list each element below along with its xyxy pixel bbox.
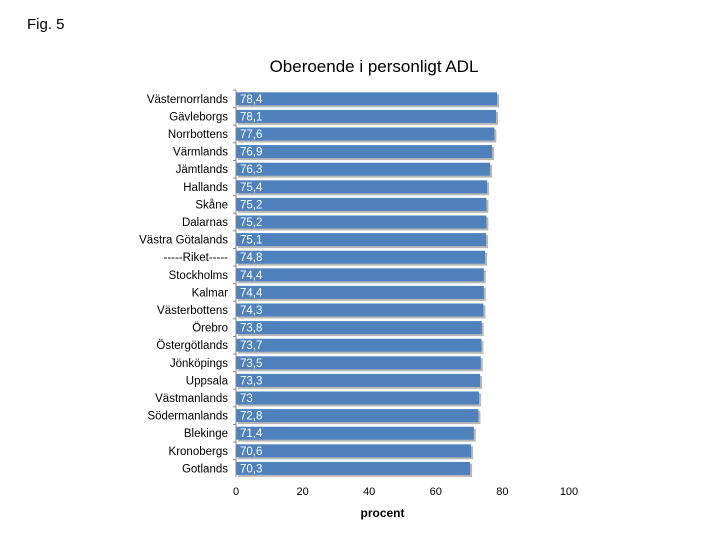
bar [236, 145, 493, 159]
bar [236, 285, 484, 299]
bar-value-label: 77,6 [240, 129, 262, 141]
category-label: Jönköpings [170, 358, 228, 370]
bar [236, 356, 481, 370]
bar [236, 215, 487, 229]
bar [236, 92, 498, 106]
x-tick-label: 60 [430, 486, 442, 498]
bar [236, 461, 471, 475]
category-label: Västerbottens [157, 305, 228, 317]
category-label: Uppsala [186, 375, 229, 387]
bar-value-label: 71,4 [240, 428, 263, 440]
x-tick-label: 40 [363, 486, 375, 498]
category-label: Gävleborgs [169, 111, 228, 123]
category-label: Norrbottens [168, 129, 228, 141]
chart-title: Oberoende i personligt ADL [269, 57, 479, 76]
category-label: Stockholms [169, 270, 229, 282]
bar [236, 444, 472, 458]
x-tick-label: 20 [296, 486, 308, 498]
bar [236, 373, 481, 387]
category-label: Hallands [183, 182, 228, 194]
bar [236, 268, 484, 282]
category-label: Blekinge [184, 428, 228, 440]
bar-value-label: 74,4 [240, 270, 263, 282]
bar [236, 250, 486, 264]
bar-value-label: 75,4 [240, 182, 263, 194]
bar [236, 180, 488, 194]
bar [236, 391, 480, 405]
bar-value-label: 74,4 [240, 287, 263, 299]
bar [236, 303, 484, 317]
bar-value-label: 73,5 [240, 358, 262, 370]
category-label: Jämtlands [176, 164, 229, 176]
bar [236, 162, 491, 176]
category-label: Östergötlands [156, 340, 228, 352]
bar-value-label: 74,8 [240, 252, 262, 264]
category-label: Västra Götalands [139, 235, 228, 247]
category-label: Gotlands [182, 463, 228, 475]
bar [236, 426, 474, 440]
category-label: Skåne [195, 199, 228, 211]
bar-value-label: 78,4 [240, 94, 263, 106]
bar [236, 321, 482, 335]
bar-value-label: 70,3 [240, 463, 262, 475]
bar-value-label: 73,3 [240, 375, 262, 387]
bar-value-label: 78,1 [240, 111, 262, 123]
x-tick-label: 80 [496, 486, 508, 498]
category-label: Västernorrlands [147, 94, 228, 106]
category-label: -----Riket----- [164, 252, 229, 264]
x-tick-label: 100 [560, 486, 578, 498]
bar [236, 197, 487, 211]
bar-value-label: 73,8 [240, 323, 262, 335]
bar [236, 409, 479, 423]
category-label: Värmlands [173, 147, 228, 159]
category-label: Dalarnas [182, 217, 228, 229]
bar [236, 338, 482, 352]
category-label: Örebro [192, 323, 228, 335]
bar-value-label: 73,7 [240, 340, 262, 352]
bar [236, 109, 497, 123]
bar-value-label: 75,1 [240, 235, 262, 247]
bar-value-label: 72,8 [240, 411, 262, 423]
x-tick-label: 0 [233, 486, 239, 498]
bar-value-label: 76,9 [240, 147, 262, 159]
category-label: Kalmar [192, 287, 229, 299]
bar-value-label: 75,2 [240, 199, 262, 211]
bar-value-label: 75,2 [240, 217, 262, 229]
bar-value-label: 76,3 [240, 164, 262, 176]
x-axis-title: procent [360, 506, 404, 520]
bar-value-label: 74,3 [240, 305, 262, 317]
category-label: Västmanlands [155, 393, 228, 405]
bar [236, 233, 487, 247]
category-label: Södermanlands [147, 411, 228, 423]
bar-value-label: 73 [240, 393, 253, 405]
figure-label: Fig. 5 [27, 16, 65, 33]
bar [236, 127, 495, 141]
category-label: Kronobergs [169, 446, 229, 458]
bar-value-label: 70,6 [240, 446, 262, 458]
